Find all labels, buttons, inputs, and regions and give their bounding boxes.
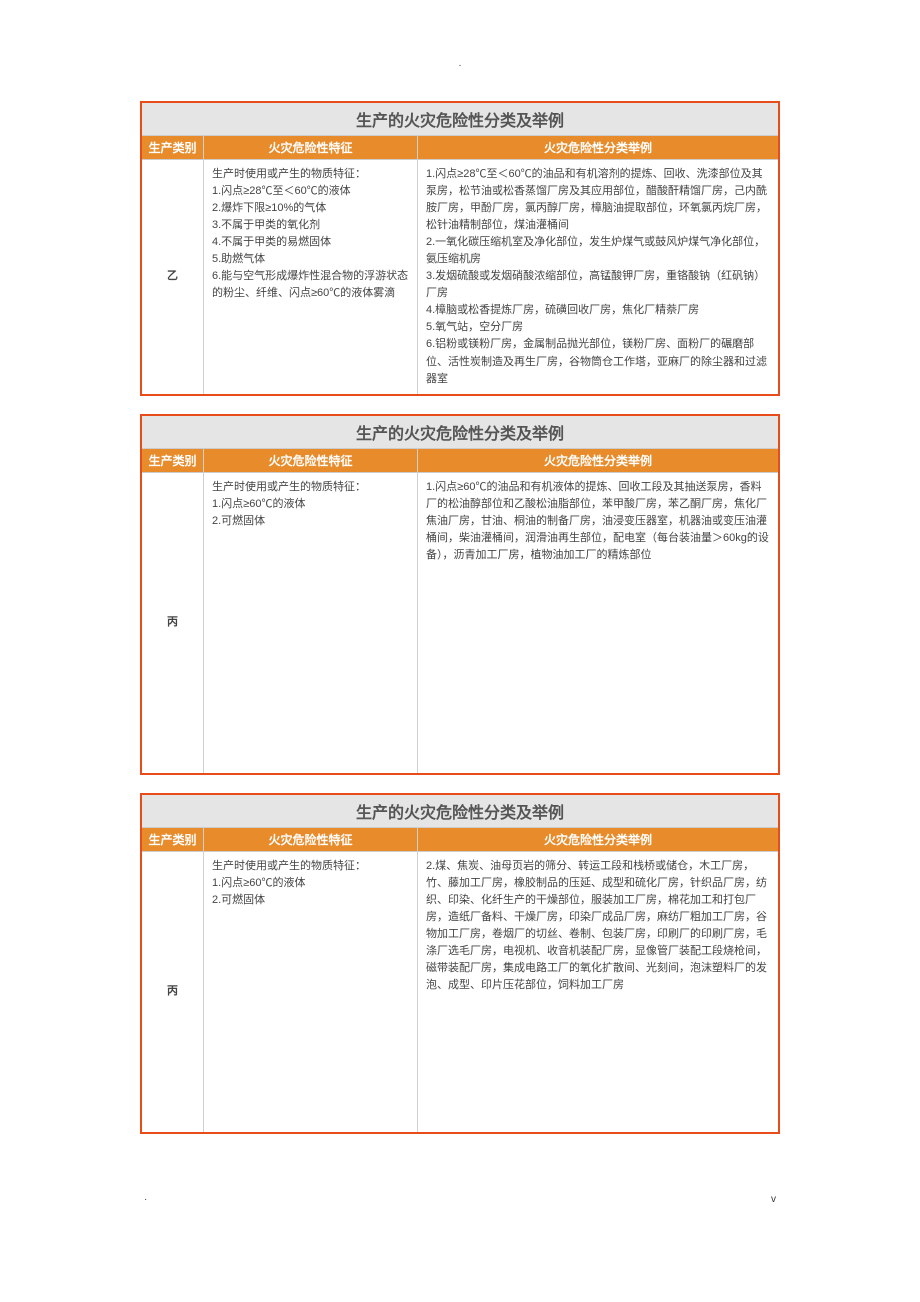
table-3: 生产的火灾危险性分类及举例 生产类别 火灾危险性特征 火灾危险性分类举例 丙 生… [140,793,780,1134]
table-2: 生产的火灾危险性分类及举例 生产类别 火灾危险性特征 火灾危险性分类举例 丙 生… [140,414,780,775]
cell-examples: 2.煤、焦炭、油母页岩的筛分、转运工段和栈桥或储仓，木工厂房，竹、藤加工厂房，橡… [418,852,778,1132]
table-title: 生产的火灾危险性分类及举例 [142,795,778,828]
header-category: 生产类别 [142,136,204,159]
footer-right-mark: v [771,1194,776,1205]
table-header-row: 生产类别 火灾危险性特征 火灾危险性分类举例 [142,828,778,852]
page-footer: · v [140,1194,780,1205]
table-title: 生产的火灾危险性分类及举例 [142,103,778,136]
cell-features: 生产时使用或产生的物质特征： 1.闪点≥60℃的液体 2.可燃固体 [204,852,418,1132]
header-features: 火灾危险性特征 [204,136,418,159]
header-examples: 火灾危险性分类举例 [418,136,778,159]
header-examples: 火灾危险性分类举例 [418,828,778,851]
cell-examples: 1.闪点≥28℃至＜60℃的油品和有机溶剂的提炼、回收、洗漆部位及其泵房，松节油… [418,160,778,394]
header-examples: 火灾危险性分类举例 [418,449,778,472]
table-header-row: 生产类别 火灾危险性特征 火灾危险性分类举例 [142,136,778,160]
cell-examples: 1.闪点≥60℃的油品和有机液体的提炼、回收工段及其抽送泵房，香料厂的松油醇部位… [418,473,778,773]
table-1: 生产的火灾危险性分类及举例 生产类别 火灾危险性特征 火灾危险性分类举例 乙 生… [140,101,780,396]
cell-category: 丙 [142,852,204,1132]
table-row: 乙 生产时使用或产生的物质特征： 1.闪点≥28℃至＜60℃的液体 2.爆炸下限… [142,160,778,394]
cell-category: 乙 [142,160,204,394]
footer-left-mark: · [144,1194,147,1205]
table-row: 丙 生产时使用或产生的物质特征： 1.闪点≥60℃的液体 2.可燃固体 1.闪点… [142,473,778,773]
page-top-mark: · [140,60,780,71]
cell-features: 生产时使用或产生的物质特征： 1.闪点≥28℃至＜60℃的液体 2.爆炸下限≥1… [204,160,418,394]
cell-features: 生产时使用或产生的物质特征： 1.闪点≥60℃的液体 2.可燃固体 [204,473,418,773]
header-features: 火灾危险性特征 [204,449,418,472]
table-header-row: 生产类别 火灾危险性特征 火灾危险性分类举例 [142,449,778,473]
cell-category: 丙 [142,473,204,773]
table-row: 丙 生产时使用或产生的物质特征： 1.闪点≥60℃的液体 2.可燃固体 2.煤、… [142,852,778,1132]
header-category: 生产类别 [142,828,204,851]
header-category: 生产类别 [142,449,204,472]
table-title: 生产的火灾危险性分类及举例 [142,416,778,449]
header-features: 火灾危险性特征 [204,828,418,851]
